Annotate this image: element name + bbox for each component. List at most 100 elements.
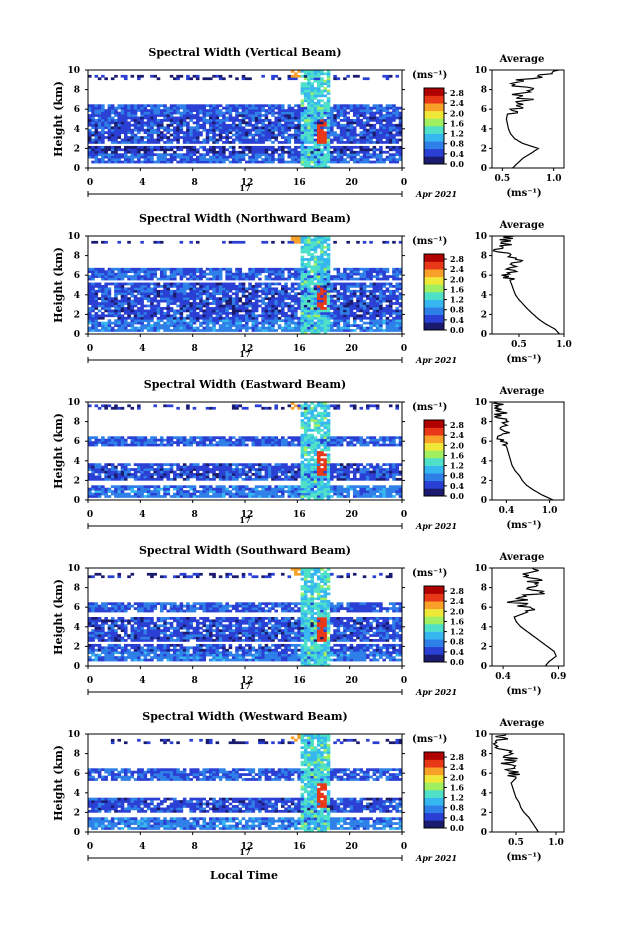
heatmap-cell bbox=[95, 161, 99, 164]
heatmap-cell bbox=[238, 270, 242, 273]
heatmap-cell bbox=[238, 121, 242, 124]
heatmap-cell bbox=[238, 283, 242, 286]
heatmap-cell bbox=[245, 107, 249, 110]
heatmap-cell bbox=[101, 241, 105, 244]
heatmap-cell bbox=[304, 90, 308, 93]
heatmap-cell bbox=[104, 297, 108, 300]
heatmap-cell bbox=[294, 119, 298, 122]
heatmap-cell bbox=[186, 307, 190, 310]
heatmap-cell bbox=[359, 156, 363, 159]
heatmap-cell bbox=[196, 109, 200, 112]
heatmap-cell bbox=[147, 292, 151, 295]
heatmap-cell bbox=[232, 107, 236, 110]
heatmap-cell bbox=[229, 327, 233, 330]
heatmap-cell bbox=[225, 310, 229, 313]
heatmap-cell bbox=[193, 121, 197, 124]
heatmap-cell bbox=[317, 136, 321, 139]
heatmap-cell bbox=[229, 161, 233, 164]
heatmap-cell bbox=[216, 153, 220, 156]
heatmap-cell bbox=[324, 258, 328, 261]
heatmap-cell bbox=[101, 161, 105, 164]
heatmap-cell bbox=[167, 146, 171, 149]
heatmap-cell bbox=[288, 104, 292, 107]
heatmap-cell bbox=[297, 139, 301, 142]
heatmap-cell bbox=[291, 151, 295, 154]
heatmap-cell bbox=[317, 295, 321, 298]
heatmap-cell bbox=[350, 302, 354, 305]
heatmap-cell bbox=[294, 124, 298, 127]
colorbar-segment bbox=[424, 156, 444, 164]
heatmap-cell bbox=[376, 312, 380, 315]
heatmap-cell bbox=[137, 153, 141, 156]
heatmap-cell bbox=[193, 129, 197, 132]
heatmap-cell bbox=[327, 109, 331, 112]
heatmap-cell bbox=[225, 275, 229, 278]
heatmap-cell bbox=[242, 488, 246, 491]
heatmap-cell bbox=[229, 478, 233, 481]
heatmap-cell bbox=[265, 134, 269, 137]
heatmap-cell bbox=[373, 307, 377, 310]
heatmap-cell bbox=[157, 285, 161, 288]
heatmap-cell bbox=[274, 117, 278, 120]
heatmap-cell bbox=[320, 253, 324, 256]
heatmap-cell bbox=[307, 87, 311, 90]
heatmap-cell bbox=[294, 117, 298, 120]
heatmap-cell bbox=[327, 97, 331, 100]
heatmap-cell bbox=[144, 319, 148, 322]
heatmap-cell bbox=[176, 283, 180, 286]
heatmap-cell bbox=[310, 109, 314, 112]
heatmap-cell bbox=[150, 283, 154, 286]
heatmap-cell bbox=[104, 488, 108, 491]
heatmap-cell bbox=[245, 148, 249, 151]
heatmap-cell bbox=[144, 161, 148, 164]
heatmap-cell bbox=[147, 270, 151, 273]
heatmap-cell bbox=[144, 488, 148, 491]
heatmap-cell bbox=[206, 268, 210, 271]
heatmap-cell bbox=[193, 268, 197, 271]
heatmap-cell bbox=[212, 292, 216, 295]
heatmap-cell bbox=[206, 307, 210, 310]
heatmap-cell bbox=[320, 126, 324, 129]
heatmap-cell bbox=[108, 287, 112, 290]
heatmap-cell bbox=[327, 280, 331, 283]
heatmap-cell bbox=[363, 493, 367, 496]
heatmap-cell bbox=[395, 129, 399, 132]
heatmap-cell bbox=[137, 290, 141, 293]
heatmap-cell bbox=[104, 156, 108, 159]
heatmap-cell bbox=[274, 292, 278, 295]
heatmap-cell bbox=[261, 268, 265, 271]
heatmap-cell bbox=[140, 139, 144, 142]
heatmap-cell bbox=[392, 268, 396, 271]
avg-x-tick-label: 1.0 bbox=[546, 174, 562, 184]
heatmap-cell bbox=[301, 241, 305, 244]
heatmap-cell bbox=[297, 109, 301, 112]
heatmap-cell bbox=[196, 134, 200, 137]
heatmap-cell bbox=[238, 275, 242, 278]
heatmap-cell bbox=[252, 292, 256, 295]
heatmap-cell bbox=[320, 300, 324, 303]
heatmap-cell bbox=[288, 295, 292, 298]
heatmap-cell bbox=[150, 156, 154, 159]
heatmap-cell bbox=[137, 490, 141, 493]
heatmap-cell bbox=[268, 139, 272, 142]
heatmap-cell bbox=[167, 161, 171, 164]
heatmap-cell bbox=[173, 283, 177, 286]
heatmap-cell bbox=[353, 119, 357, 122]
heatmap-cell bbox=[134, 121, 138, 124]
heatmap-cell bbox=[127, 161, 131, 164]
heatmap-cell bbox=[212, 324, 216, 327]
heatmap-cell bbox=[114, 148, 118, 151]
heatmap-cell bbox=[265, 317, 269, 320]
heatmap-cell bbox=[180, 112, 184, 115]
heatmap-cell bbox=[369, 292, 373, 295]
heatmap-cell bbox=[150, 151, 154, 154]
heatmap-cell bbox=[127, 488, 131, 491]
heatmap-cell bbox=[373, 285, 377, 288]
heatmap-cell bbox=[389, 134, 393, 137]
heatmap-cell bbox=[288, 307, 292, 310]
heatmap-cell bbox=[320, 251, 324, 254]
heatmap-cell bbox=[320, 114, 324, 117]
heatmap-cell bbox=[95, 158, 99, 161]
avg-y-tick-label: 10 bbox=[474, 66, 487, 76]
heatmap-cell bbox=[150, 131, 154, 134]
